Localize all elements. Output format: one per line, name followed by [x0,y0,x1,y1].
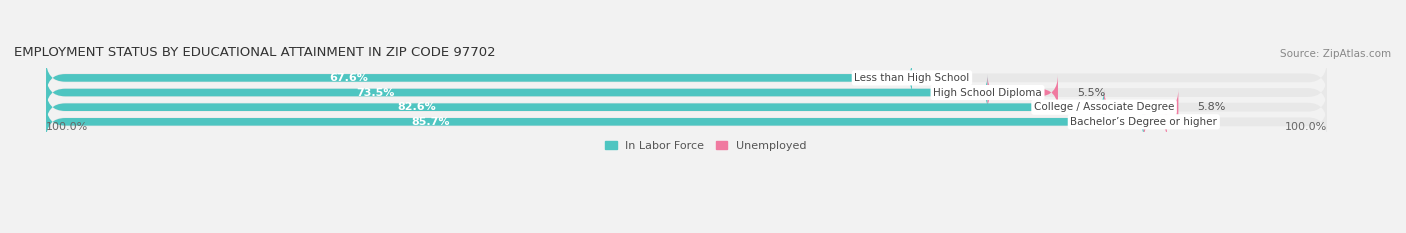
Text: Less than High School: Less than High School [855,73,970,83]
FancyBboxPatch shape [46,104,1144,140]
Text: 5.5%: 5.5% [1077,88,1105,98]
Text: 100.0%: 100.0% [1285,122,1327,132]
Text: Source: ZipAtlas.com: Source: ZipAtlas.com [1279,49,1391,59]
Text: High School Diploma: High School Diploma [934,88,1042,98]
Text: 5.8%: 5.8% [1198,102,1226,112]
Legend: In Labor Force, Unemployed: In Labor Force, Unemployed [606,141,806,151]
Text: Bachelor’s Degree or higher: Bachelor’s Degree or higher [1070,117,1218,127]
Text: 85.7%: 85.7% [411,117,450,127]
FancyBboxPatch shape [1144,104,1167,140]
FancyBboxPatch shape [46,90,1327,125]
FancyBboxPatch shape [46,74,987,111]
FancyBboxPatch shape [46,104,1327,139]
FancyBboxPatch shape [46,89,1104,125]
Text: 67.6%: 67.6% [329,73,368,83]
FancyBboxPatch shape [46,75,1327,110]
Text: 82.6%: 82.6% [396,102,436,112]
FancyBboxPatch shape [987,74,1057,111]
Text: College / Associate Degree: College / Associate Degree [1033,102,1174,112]
FancyBboxPatch shape [1104,89,1178,125]
Text: 73.5%: 73.5% [356,88,395,98]
Text: 1.8%: 1.8% [1187,117,1215,127]
Text: 0.0%: 0.0% [931,73,959,83]
Text: 100.0%: 100.0% [46,122,89,132]
FancyBboxPatch shape [46,60,912,96]
FancyBboxPatch shape [46,60,1327,96]
Text: EMPLOYMENT STATUS BY EDUCATIONAL ATTAINMENT IN ZIP CODE 97702: EMPLOYMENT STATUS BY EDUCATIONAL ATTAINM… [14,46,495,59]
